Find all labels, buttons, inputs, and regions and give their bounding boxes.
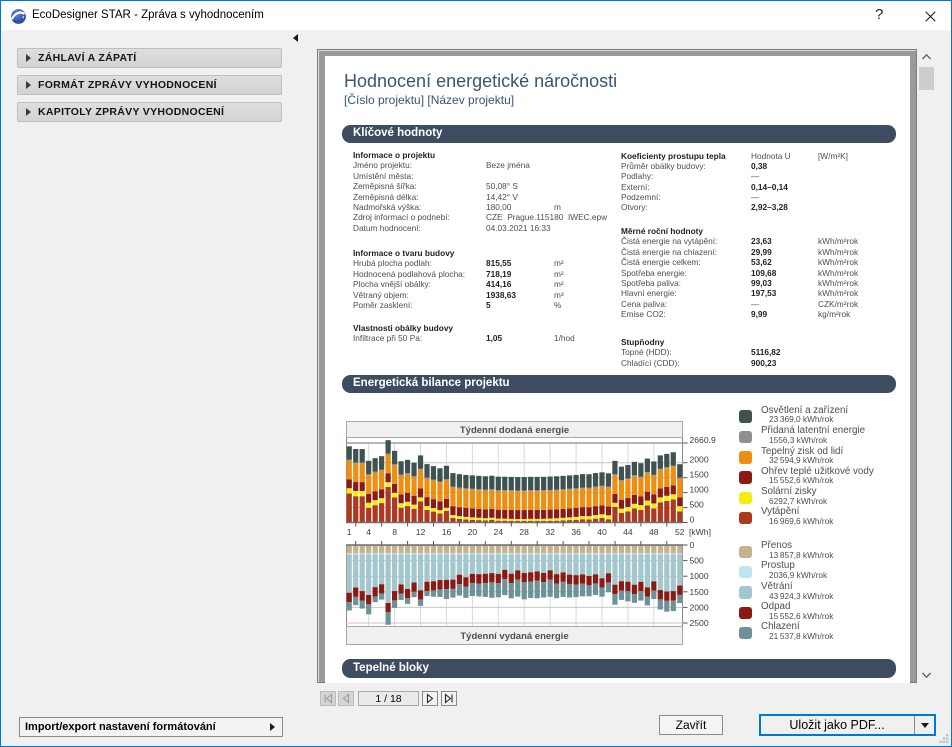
svg-text:1000: 1000 — [690, 571, 709, 581]
svg-text:24: 24 — [494, 527, 504, 537]
svg-text:32: 32 — [545, 527, 555, 537]
svg-text:2500: 2500 — [690, 618, 709, 628]
svg-text:40: 40 — [597, 527, 607, 537]
svg-text:28: 28 — [519, 527, 529, 537]
svg-text:16: 16 — [442, 527, 452, 537]
svg-text:36: 36 — [571, 527, 581, 537]
svg-text:0: 0 — [690, 540, 695, 550]
svg-text:2660.9: 2660.9 — [690, 435, 717, 445]
svg-text:1000: 1000 — [690, 485, 709, 495]
svg-text:52: 52 — [675, 527, 685, 537]
svg-text:0: 0 — [690, 515, 695, 525]
svg-text:500: 500 — [690, 556, 705, 566]
svg-text:44: 44 — [623, 527, 633, 537]
svg-text:2000: 2000 — [690, 602, 709, 612]
svg-text:8: 8 — [392, 527, 397, 537]
svg-text:2000: 2000 — [690, 455, 709, 465]
svg-text:[kWh]: [kWh] — [689, 527, 711, 537]
svg-text:500: 500 — [690, 500, 705, 510]
svg-text:1500: 1500 — [690, 587, 709, 597]
svg-text:1500: 1500 — [690, 470, 709, 480]
svg-text:12: 12 — [416, 527, 426, 537]
svg-text:4: 4 — [366, 527, 371, 537]
svg-text:1: 1 — [347, 527, 352, 537]
svg-text:20: 20 — [468, 527, 478, 537]
svg-text:48: 48 — [649, 527, 659, 537]
